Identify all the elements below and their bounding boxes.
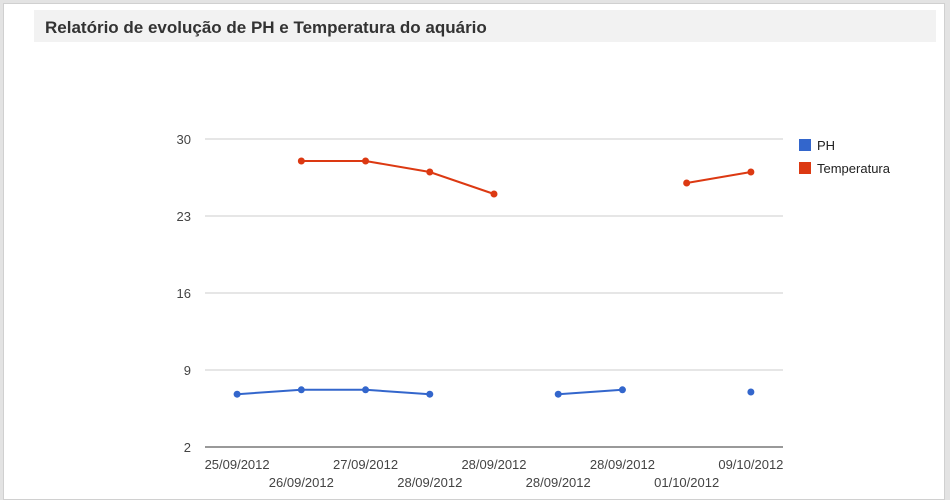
y-tick-label: 23 (177, 209, 191, 224)
legend[interactable]: PH Temperatura (799, 138, 891, 176)
chart-panel (34, 10, 936, 497)
x-tick-label: 28/09/2012 (397, 475, 462, 490)
gridlines (205, 138, 783, 448)
data-point-ph (426, 390, 434, 398)
x-tick-label: 28/09/2012 (461, 457, 526, 472)
series-line-temperatura (301, 160, 495, 195)
x-tick-label: 27/09/2012 (333, 457, 398, 472)
y-tick-label: 2 (184, 440, 191, 455)
series-line-ph (237, 388, 430, 396)
x-tick-label: 25/09/2012 (205, 457, 270, 472)
data-point-temperatura (426, 168, 434, 176)
series-layer (233, 157, 755, 398)
x-tick-label: 28/09/2012 (526, 475, 591, 490)
x-tick-label: 09/10/2012 (718, 457, 783, 472)
data-point-ph (297, 386, 305, 394)
data-point-temperatura (490, 190, 498, 198)
data-point-temperatura (362, 157, 370, 165)
y-tick-label: 30 (177, 132, 191, 147)
report-title: Relatório de evolução de PH e Temperatur… (45, 18, 487, 37)
data-point-ph (233, 390, 241, 398)
data-point-ph (554, 390, 562, 398)
data-point-temperatura (683, 179, 691, 187)
data-point-ph (747, 388, 755, 396)
data-point-ph (362, 386, 370, 394)
legend-label-ph[interactable]: PH (817, 138, 835, 153)
series-line-ph (558, 388, 623, 396)
x-axis-ticks: 25/09/2012 26/09/2012 27/09/2012 28/09/2012… (205, 457, 784, 490)
title-bar (34, 10, 936, 42)
y-tick-label: 9 (184, 363, 191, 378)
x-tick-label: 01/10/2012 (654, 475, 719, 490)
data-point-ph (618, 386, 626, 394)
legend-label-temperatura[interactable]: Temperatura (817, 161, 891, 176)
x-tick-label: 28/09/2012 (590, 457, 655, 472)
legend-swatch-temperatura (799, 162, 811, 174)
y-axis-ticks: 2 9 16 23 30 (177, 132, 191, 455)
x-tick-label: 26/09/2012 (269, 475, 334, 490)
y-tick-label: 16 (177, 286, 191, 301)
legend-swatch-ph (799, 139, 811, 151)
data-point-temperatura (747, 168, 755, 176)
series-line-temperatura (686, 171, 752, 184)
data-point-temperatura (297, 157, 305, 165)
